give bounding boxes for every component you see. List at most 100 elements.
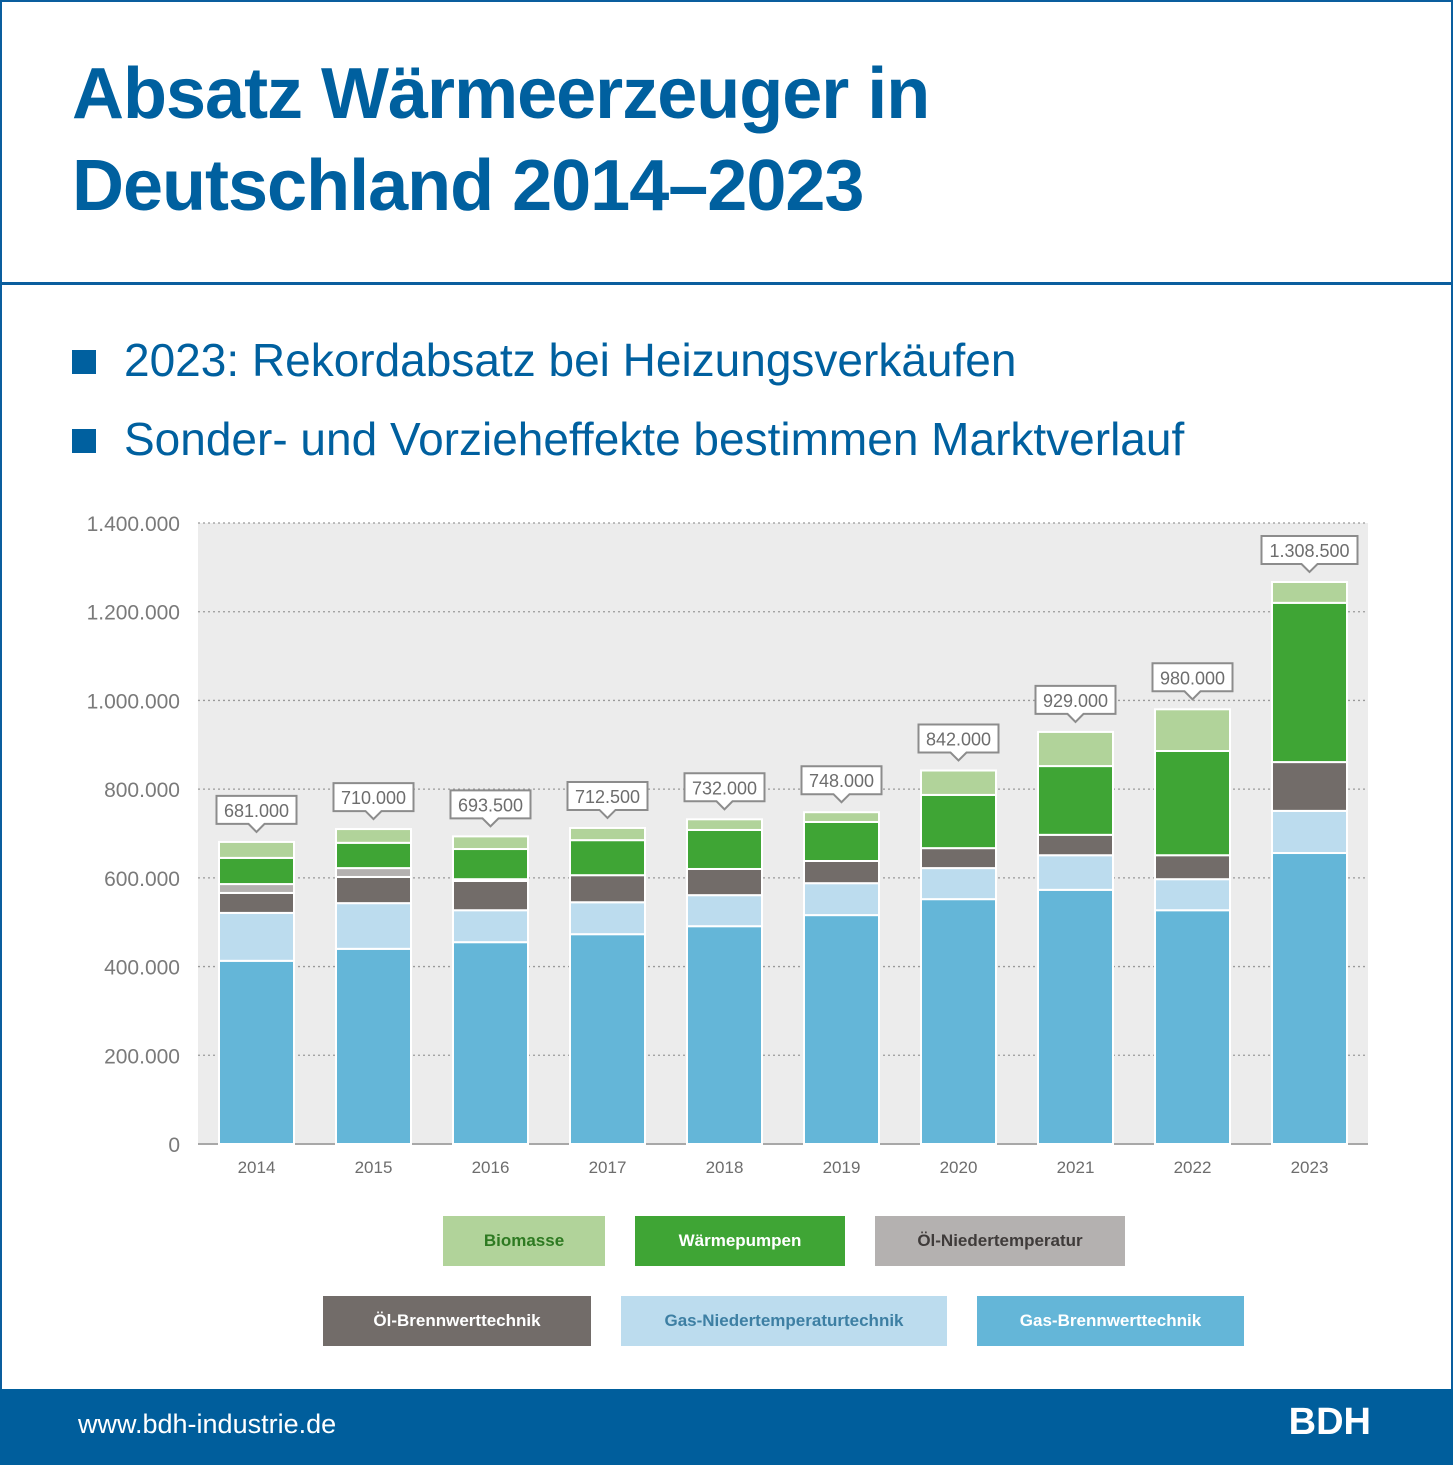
x-tick-label: 2020 <box>940 1158 978 1177</box>
x-tick-label: 2021 <box>1057 1158 1095 1177</box>
bar-segment <box>803 860 880 885</box>
bar-segment <box>1037 888 1114 1145</box>
bar-segment <box>1037 765 1114 836</box>
y-tick-label: 1.400.000 <box>87 513 180 536</box>
total-label: 1.308.500 <box>1269 541 1349 561</box>
bar-segment <box>1271 852 1348 1145</box>
total-callout <box>1151 662 1234 701</box>
bar-segment <box>1154 854 1231 881</box>
bar-segment <box>686 828 763 870</box>
bullet-item: 2023: Rekordabsatz bei Heizungsverkäufen <box>72 325 1184 395</box>
bar-segment <box>1037 854 1114 891</box>
bar-segment <box>920 847 997 870</box>
total-callout <box>566 780 649 820</box>
bar-segment <box>1271 601 1348 764</box>
bar-segment <box>1271 761 1348 812</box>
x-tick-label: 2015 <box>355 1158 393 1177</box>
legend-item: Gas-Brennwerttechnik <box>977 1296 1244 1346</box>
bar-segment <box>218 840 295 859</box>
bar-segment <box>218 911 295 962</box>
total-callout <box>1034 684 1117 724</box>
y-tick-label: 600.000 <box>104 868 180 891</box>
bar-segment <box>218 959 295 1145</box>
bar-segment <box>569 901 646 936</box>
total-label: 980.000 <box>1160 668 1225 688</box>
bar-segment <box>803 882 880 917</box>
bar-segment <box>335 828 412 844</box>
bar-segment <box>686 894 763 928</box>
total-callout <box>917 723 1000 762</box>
stacked-bar-chart: 0 200.000 400.000 600.000 800.000 1.000.000 1.… <box>87 513 1368 1177</box>
total-label: 732.000 <box>692 778 757 798</box>
title-box: Absatz Wärmeerzeuger in Deutschland 2014… <box>0 0 1453 285</box>
x-tick-label: 2019 <box>823 1158 861 1177</box>
bar-segment <box>452 848 529 881</box>
legend-item: Öl-Niedertemperatur <box>875 1216 1125 1266</box>
total-callout <box>1260 534 1359 574</box>
page-title: Absatz Wärmeerzeuger in Deutschland 2014… <box>72 48 930 232</box>
bar-segment <box>686 818 763 831</box>
legend-item: Öl-Brennwerttechnik <box>323 1296 591 1346</box>
bdh-logo: BDH <box>1288 1401 1371 1443</box>
x-tick-label: 2018 <box>706 1158 744 1177</box>
total-label: 842.000 <box>926 730 991 750</box>
bar-segment <box>569 826 646 842</box>
bar-segment <box>1037 833 1114 857</box>
bullet-text: 2023: Rekordabsatz bei Heizungsverkäufen <box>124 334 1017 386</box>
bar-segment <box>1154 749 1231 857</box>
bar-segment <box>803 820 880 863</box>
bar-segment <box>1154 878 1231 912</box>
bar-segment <box>218 883 295 894</box>
total-callout <box>683 772 766 811</box>
total-label: 929.000 <box>1043 691 1108 711</box>
website-link[interactable]: www.bdh-industrie.de <box>78 1409 337 1439</box>
bar-segment <box>335 902 412 950</box>
bar-segment <box>1271 809 1348 855</box>
bar-segment <box>1154 909 1231 1145</box>
legend-item: Biomasse <box>443 1216 605 1266</box>
total-callout <box>800 765 883 804</box>
bar-segment <box>920 793 997 850</box>
bar-segment <box>569 874 646 904</box>
bar-segment <box>335 867 412 878</box>
y-tick-label: 400.000 <box>104 957 180 980</box>
bar-segment <box>452 941 529 1145</box>
x-tick-label: 2016 <box>472 1158 510 1177</box>
bar-segment <box>452 909 529 944</box>
bar-segment <box>920 769 997 796</box>
bar-segment <box>569 933 646 1145</box>
bar-segment <box>452 879 529 912</box>
x-tick-label: 2023 <box>1291 1158 1329 1177</box>
bullet-list: 2023: Rekordabsatz bei Heizungsverkäufen… <box>72 325 1184 483</box>
bullet-text: Sonder- und Vorzieheffekte bestimmen Mar… <box>124 413 1185 465</box>
y-tick-label: 1.000.000 <box>87 690 180 713</box>
total-label: 712.500 <box>575 787 640 807</box>
bar-segment <box>1037 730 1114 768</box>
bar-segment <box>569 839 646 877</box>
bar-segment <box>335 841 412 870</box>
legend-item: Wärmepumpen <box>635 1216 845 1266</box>
total-label: 693.500 <box>458 795 523 815</box>
y-tick-label: 200.000 <box>104 1045 180 1068</box>
total-callout <box>215 794 298 834</box>
square-bullet-icon <box>72 350 96 374</box>
total-label: 710.000 <box>341 788 406 808</box>
square-bullet-icon <box>72 429 96 453</box>
total-callout <box>332 782 415 821</box>
bar-segment <box>920 867 997 901</box>
total-label: 748.000 <box>809 771 874 791</box>
bar-segment <box>1271 580 1348 604</box>
total-callout <box>449 789 532 828</box>
bar-segment <box>803 811 880 823</box>
page-frame <box>0 0 1453 1393</box>
footer-bar: www.bdh-industrie.de BDH <box>0 1389 1453 1465</box>
bar-segment <box>218 891 295 914</box>
legend-item: Gas-Niedertemperaturtechnik <box>621 1296 947 1346</box>
bar-segment <box>803 914 880 1146</box>
x-tick-label: 2022 <box>1174 1158 1212 1177</box>
title-line-2: Deutschland 2014–2023 <box>72 146 864 226</box>
title-line-1: Absatz Wärmeerzeuger in <box>72 54 930 134</box>
bar-segment <box>335 947 412 1146</box>
bar-segment <box>1154 708 1231 752</box>
bar-segment <box>335 875 412 905</box>
